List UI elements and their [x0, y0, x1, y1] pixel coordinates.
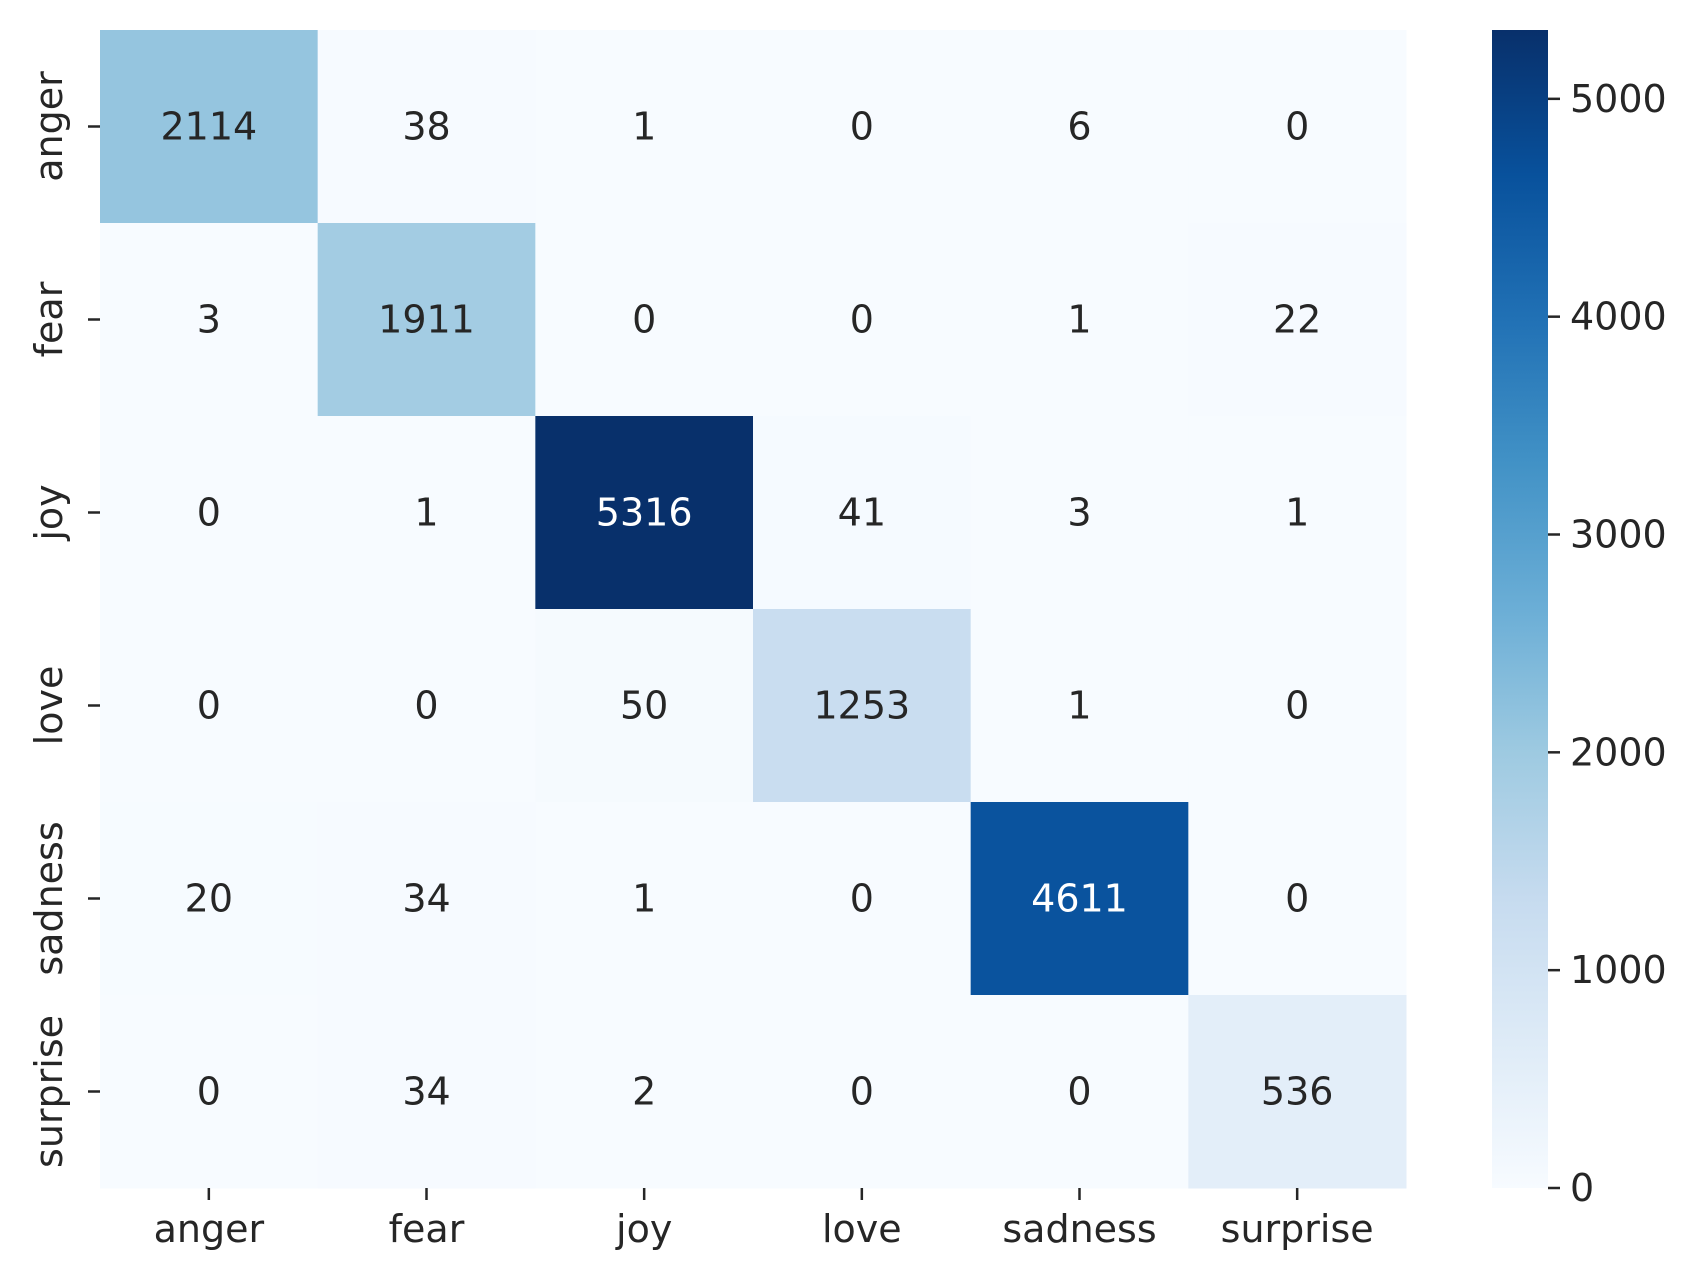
heatmap-cell: [535, 30, 754, 224]
cell-value-label: 0: [197, 491, 221, 535]
heatmap-cell: [535, 609, 754, 803]
heatmap-cell: [100, 30, 319, 224]
cell-value-label: 0: [414, 684, 438, 728]
cell-value-label: 1: [632, 105, 656, 149]
heatmap-cell: [753, 995, 972, 1189]
cell-value-label: 0: [850, 105, 874, 149]
cell-value-label: 1: [632, 877, 656, 921]
x-tick-label: joy: [615, 1207, 672, 1251]
x-tick-label: sadness: [1002, 1207, 1156, 1251]
y-tick-label: love: [27, 666, 71, 746]
cell-value-label: 0: [632, 298, 656, 342]
cell-value-label: 1: [414, 491, 438, 535]
x-tick-label: anger: [154, 1207, 265, 1251]
heatmap-cell: [1188, 802, 1407, 996]
heatmap-cell: [970, 802, 1189, 996]
heatmap-cell: [317, 802, 536, 996]
y-axis: anger fear joy love sadness surprise: [27, 71, 100, 1168]
x-tick-label: surprise: [1221, 1207, 1374, 1251]
heatmap-cell: [317, 609, 536, 803]
heatmap-cell: [970, 223, 1189, 417]
heatmap-cell: [535, 802, 754, 996]
heatmap-cell: [100, 995, 319, 1189]
heatmap-cell: [1188, 223, 1407, 417]
colorbar-tick-label: 0: [1570, 1166, 1594, 1210]
cell-value-label: 22: [1273, 298, 1321, 342]
x-tick-label: love: [822, 1207, 902, 1251]
y-tick-label: joy: [27, 484, 71, 541]
cell-value-label: 4611: [1031, 877, 1128, 921]
x-axis: anger fear joy love sadness surprise: [154, 1188, 1374, 1251]
heatmap-cell: [317, 416, 536, 610]
cell-value-label: 34: [402, 877, 450, 921]
cell-value-label: 0: [197, 1070, 221, 1114]
cell-value-label: 536: [1261, 1070, 1334, 1114]
heatmap-cell: [753, 609, 972, 803]
heatmap-cell: [753, 30, 972, 224]
cell-value-label: 3: [197, 298, 221, 342]
heatmap-cell: [970, 609, 1189, 803]
heatmap-cell: [535, 223, 754, 417]
cell-value-label: 5316: [596, 491, 693, 535]
heatmap-cell: [753, 802, 972, 996]
heatmap-cell: [100, 802, 319, 996]
colorbar-tick-label: 3000: [1570, 513, 1667, 557]
y-tick-label: surprise: [27, 1015, 71, 1168]
cell-value-label: 50: [620, 684, 668, 728]
cell-value-label: 1: [1285, 491, 1309, 535]
colorbar: 0 1000 2000 3000 4000 5000: [1492, 30, 1667, 1210]
heatmap-cell: [753, 416, 972, 610]
heatmap-cell: [317, 995, 536, 1189]
cell-annotations: 2114 38 1 0 6 03 1911 0 0 1 220 1 5316 41 3 10 0 50 1253 1 0…: [160, 105, 1333, 1114]
heatmap-cell: [100, 223, 319, 417]
cell-value-label: 3: [1067, 491, 1091, 535]
heatmap-cell: [317, 30, 536, 224]
heatmap-cell: [1188, 30, 1407, 224]
heatmap-cell: [100, 609, 319, 803]
cell-value-label: 41: [838, 491, 886, 535]
heatmap-cell: [317, 223, 536, 417]
heatmap-cell: [535, 995, 754, 1189]
y-tick-label: anger: [27, 71, 71, 182]
heatmap-cell: [970, 30, 1189, 224]
colorbar-tick-label: 4000: [1570, 295, 1667, 339]
heatmap-cell: [970, 416, 1189, 610]
heatmap-cell: [1188, 609, 1407, 803]
cell-value-label: 1911: [378, 298, 475, 342]
cell-value-label: 0: [1285, 684, 1309, 728]
cell-value-label: 38: [402, 105, 450, 149]
colorbar-tick-label: 2000: [1570, 730, 1667, 774]
cell-value-label: 0: [850, 877, 874, 921]
cell-value-label: 1: [1067, 684, 1091, 728]
cell-value-label: 0: [197, 684, 221, 728]
cell-value-label: 6: [1067, 105, 1091, 149]
cell-value-label: 20: [185, 877, 233, 921]
heatmap-cell: [100, 416, 319, 610]
colorbar-tick-label: 1000: [1570, 948, 1667, 992]
x-tick-label: fear: [389, 1207, 465, 1251]
cell-value-label: 0: [850, 1070, 874, 1114]
y-tick-label: fear: [27, 281, 71, 357]
heatmap-cell: [753, 223, 972, 417]
colorbar-gradient: [1492, 30, 1548, 1188]
colorbar-tick-label: 5000: [1570, 77, 1667, 121]
cell-value-label: 2114: [160, 105, 257, 149]
cell-value-label: 1253: [813, 684, 910, 728]
heatmap-cells: [100, 30, 1407, 1189]
cell-value-label: 0: [1285, 877, 1309, 921]
cell-value-label: 0: [1285, 105, 1309, 149]
cell-value-label: 34: [402, 1070, 450, 1114]
cell-value-label: 0: [1067, 1070, 1091, 1114]
cell-value-label: 2: [632, 1070, 656, 1114]
heatmap-cell: [1188, 995, 1407, 1189]
y-tick-label: sadness: [27, 821, 71, 975]
cell-value-label: 0: [850, 298, 874, 342]
heatmap-cell: [535, 416, 754, 610]
heatmap-cell: [1188, 416, 1407, 610]
cell-value-label: 1: [1067, 298, 1091, 342]
heatmap-cell: [970, 995, 1189, 1189]
